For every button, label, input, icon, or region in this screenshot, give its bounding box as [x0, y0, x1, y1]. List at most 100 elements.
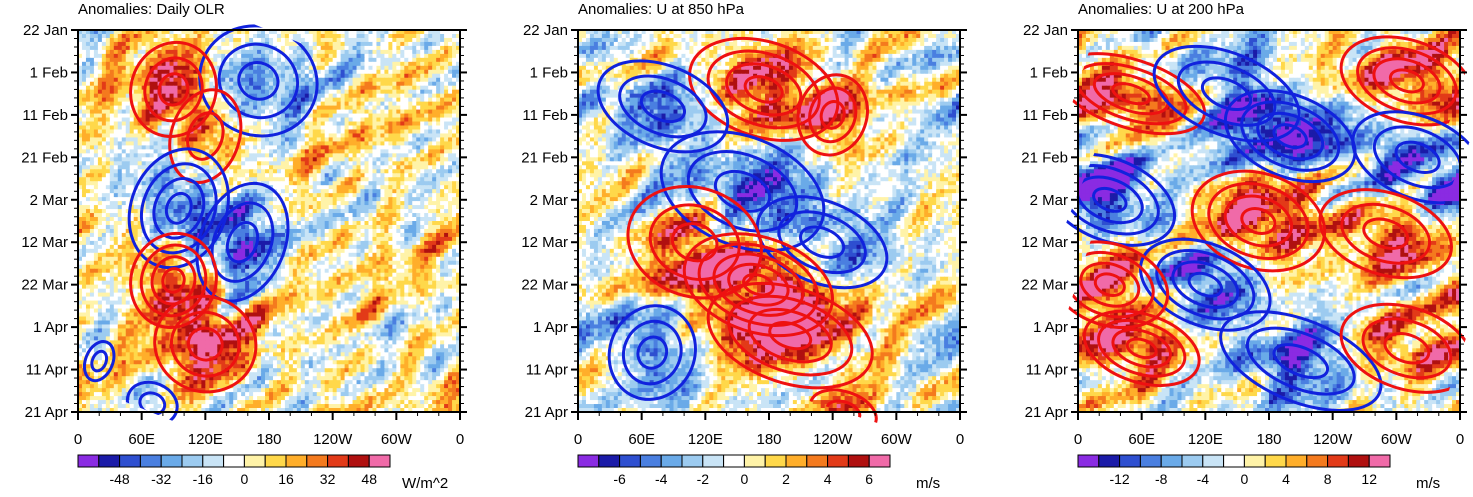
heatmap-cell	[332, 45, 338, 51]
heatmap-cell	[364, 121, 370, 127]
heatmap-cell	[288, 137, 294, 143]
heatmap-cell	[113, 97, 119, 103]
heatmap-cell	[117, 113, 123, 119]
heatmap-cell	[173, 197, 179, 202]
heatmap-cell	[193, 57, 198, 63]
heatmap-cell	[296, 169, 302, 174]
heatmap-cell	[137, 49, 143, 55]
heatmap-cell	[440, 197, 445, 202]
heatmap-cell	[213, 49, 218, 55]
heatmap-cell	[448, 181, 453, 186]
heatmap-cell	[292, 161, 298, 166]
heatmap-cell	[368, 145, 374, 150]
heatmap-cell	[257, 228, 262, 234]
heatmap-cell	[324, 85, 330, 91]
heatmap-cell	[137, 153, 143, 158]
heatmap-cell	[328, 141, 334, 146]
heatmap-cell	[265, 149, 270, 154]
heatmap-cell	[129, 185, 135, 190]
heatmap-cell	[153, 149, 159, 154]
heatmap-cell	[261, 77, 266, 83]
heatmap-cell	[157, 33, 163, 39]
heatmap-cell	[78, 89, 83, 95]
heatmap-cell	[221, 77, 226, 83]
heatmap-cell	[404, 177, 409, 182]
heatmap-cell	[229, 73, 234, 79]
heatmap-cell	[213, 129, 218, 135]
heatmap-cell	[161, 30, 167, 35]
heatmap-cell	[101, 125, 107, 131]
heatmap-cell	[261, 45, 266, 51]
heatmap-cell	[145, 129, 151, 135]
heatmap-cell	[245, 73, 250, 79]
heatmap-cell	[276, 232, 282, 238]
heatmap-cell	[296, 173, 302, 178]
heatmap-cell	[141, 117, 147, 123]
heatmap-cell	[380, 133, 385, 139]
heatmap-cell	[308, 77, 314, 83]
heatmap-cell	[213, 141, 218, 146]
heatmap-cell	[181, 89, 187, 95]
heatmap-cell	[336, 177, 342, 182]
heatmap-cell	[113, 165, 119, 170]
heatmap-cell	[372, 53, 378, 59]
heatmap-cell	[225, 141, 230, 146]
heatmap-cell	[149, 141, 155, 146]
heatmap-cell	[404, 57, 409, 63]
heatmap-cell	[416, 209, 421, 214]
heatmap-cell	[105, 97, 111, 103]
heatmap-cell	[404, 181, 409, 186]
heatmap-cell	[272, 209, 278, 214]
heatmap-cell	[372, 201, 378, 206]
heatmap-cell	[408, 45, 413, 51]
heatmap-cell	[93, 185, 99, 190]
heatmap-cell	[408, 197, 413, 202]
heatmap-cell	[185, 149, 191, 154]
heatmap-cell	[209, 149, 214, 154]
heatmap-cell	[121, 45, 127, 51]
heatmap-cell	[89, 73, 95, 79]
heatmap-cell	[109, 189, 115, 194]
heatmap-cell	[424, 85, 429, 91]
heatmap-cell	[249, 30, 254, 35]
heatmap-cell	[328, 137, 334, 143]
heatmap-cell	[93, 33, 99, 39]
heatmap-cell	[253, 145, 258, 150]
heatmap-cell	[185, 228, 191, 234]
heatmap-cell	[444, 73, 449, 79]
heatmap-cell	[392, 49, 397, 55]
heatmap-cell	[376, 49, 382, 55]
heatmap-cell	[296, 133, 302, 139]
heatmap-cell	[356, 157, 362, 162]
heatmap-cell	[324, 81, 330, 87]
heatmap-cell	[328, 113, 334, 119]
heatmap-cell	[436, 121, 441, 127]
heatmap-cell	[316, 81, 322, 87]
heatmap-cell	[169, 177, 175, 182]
heatmap-cell	[280, 41, 286, 47]
heatmap-cell	[145, 193, 151, 198]
heatmap-cell	[141, 30, 147, 35]
heatmap-cell	[300, 85, 306, 91]
heatmap-cell	[408, 213, 413, 218]
heatmap-cell	[284, 109, 290, 115]
heatmap-cell	[153, 85, 159, 91]
heatmap-cell	[249, 73, 254, 79]
heatmap-cell	[213, 221, 218, 226]
heatmap-cell	[340, 33, 346, 39]
heatmap-cell	[320, 77, 326, 83]
heatmap-cell	[137, 189, 143, 194]
heatmap-cell	[328, 81, 334, 87]
heatmap-cell	[420, 213, 425, 218]
heatmap-cell	[157, 37, 163, 43]
heatmap-cell	[101, 93, 107, 99]
heatmap-cell	[452, 85, 457, 91]
heatmap-cell	[328, 30, 334, 35]
heatmap-cell	[380, 49, 385, 55]
heatmap-cell	[312, 113, 318, 119]
heatmap-cell	[316, 177, 322, 182]
heatmap-cell	[209, 125, 214, 131]
heatmap-cell	[408, 149, 413, 154]
heatmap-cell	[280, 213, 286, 218]
heatmap-cell	[292, 153, 298, 158]
